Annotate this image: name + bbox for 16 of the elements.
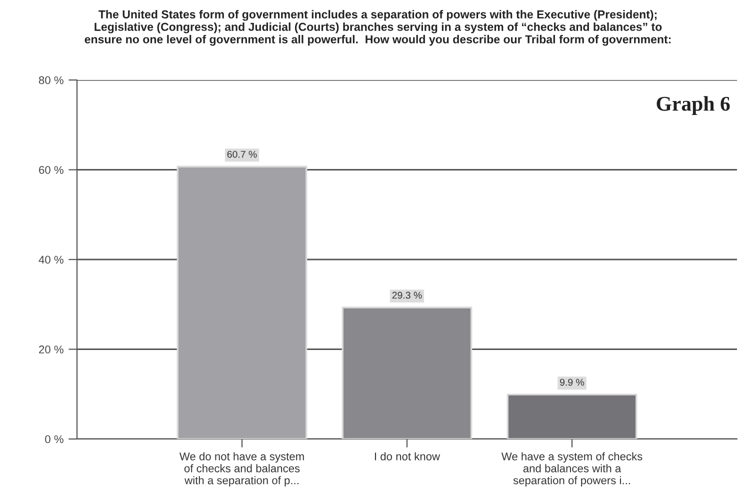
y-tick-label: 80 % bbox=[38, 76, 64, 84]
data-label: 60.7 % bbox=[227, 150, 257, 158]
chart-title: The United States form of government includes a separation of powers with the Executive (President); Legislative (Congress); and Judicial (Courts) branches serving in a system of “checks and balances” to ensure no one level of government is all powerful. How would you describe our Tribal form of government: bbox=[84, 10, 671, 46]
bar bbox=[342, 306, 472, 439]
bar bbox=[176, 166, 308, 439]
y-tick-label: 60 % bbox=[39, 166, 64, 174]
y-tick-label: 40 % bbox=[38, 256, 64, 264]
x-tick-label: We have a system of checks and balances with a separation of powers i... bbox=[501, 452, 642, 486]
x-tick-label: We do not have a system of checks and balances with a separation of p... bbox=[179, 452, 304, 486]
annotation: Graph 6 bbox=[656, 96, 730, 116]
bar bbox=[506, 394, 638, 439]
y-tick-label: 0 % bbox=[45, 435, 64, 444]
data-label: 29.3 % bbox=[392, 292, 422, 299]
data-label: 9.9 % bbox=[560, 378, 584, 386]
y-tick-label: 20 % bbox=[39, 346, 64, 354]
x-tick-label: I do not know bbox=[374, 452, 440, 460]
